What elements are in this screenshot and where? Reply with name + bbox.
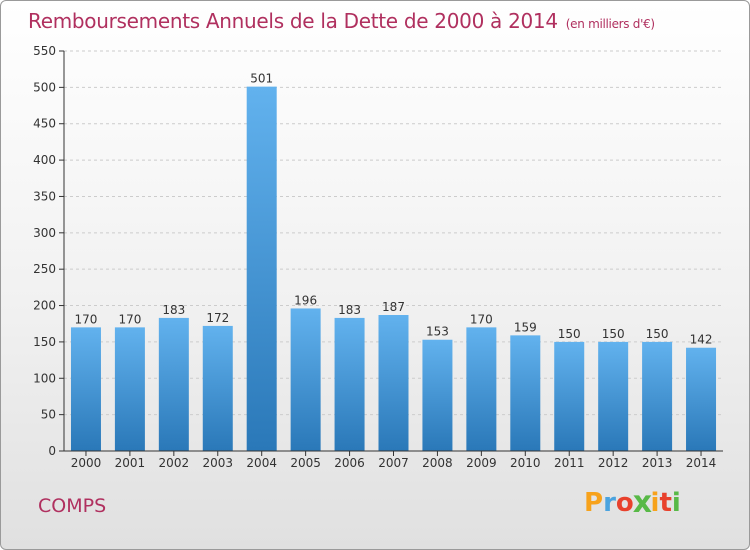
bar-2013: [642, 341, 673, 451]
x-tick-label: 2001: [115, 456, 146, 470]
data-label: 142: [690, 333, 713, 347]
bar-2004: [246, 86, 277, 452]
data-label: 501: [250, 72, 273, 86]
commune-name: COMPS: [38, 495, 107, 517]
axes: 0 50 100 150 200 250 300 350 400 450 500 550 2000 200…: [33, 44, 723, 470]
y-tick-label: 250: [33, 262, 56, 276]
chart-title-text: Remboursements Annuels de la Dette de 20…: [28, 9, 558, 33]
x-tick-label: 2014: [686, 456, 717, 470]
y-tick-label: 400: [33, 153, 56, 167]
x-tick-label: 2012: [598, 456, 629, 470]
x-tick-label: 2007: [378, 456, 409, 470]
bar-2010: [510, 335, 541, 451]
data-label: 170: [75, 312, 98, 326]
data-label: 170: [470, 312, 493, 326]
bar-2001: [114, 327, 145, 451]
data-label: 183: [162, 303, 185, 317]
x-tick-label: 2006: [334, 456, 365, 470]
chart-subtitle: (en milliers d'€): [565, 17, 655, 31]
x-tick-label: 2009: [466, 456, 497, 470]
bar-2003: [202, 325, 233, 451]
bar-2005: [290, 308, 321, 451]
logo-letter: t: [659, 488, 672, 518]
bar-2006: [334, 317, 365, 451]
bar-2007: [378, 315, 409, 451]
bar-2009: [466, 327, 497, 451]
bars: [70, 86, 717, 452]
logo-letter: i: [671, 488, 681, 518]
x-tick-label: 2002: [159, 456, 190, 470]
x-tick-label: 2008: [422, 456, 453, 470]
x-tick-label: 2000: [71, 456, 102, 470]
data-label: 150: [602, 327, 625, 341]
x-tick-label: 2004: [246, 456, 277, 470]
data-label: 172: [206, 311, 229, 325]
y-tick-label: 300: [33, 226, 56, 240]
y-tick-label: 200: [33, 299, 56, 313]
y-tick-label: 350: [33, 189, 56, 203]
logo-letter: o: [615, 488, 634, 518]
bar-2012: [598, 341, 629, 451]
chart-title: Remboursements Annuels de la Dette de 20…: [28, 9, 655, 33]
data-label: 170: [118, 312, 141, 326]
bar-2000: [70, 327, 101, 451]
data-label: 187: [382, 300, 405, 314]
data-label: 183: [338, 303, 361, 317]
x-tick-label: 2005: [290, 456, 321, 470]
bar-2011: [554, 341, 585, 451]
bar-2014: [686, 347, 717, 451]
data-label: 159: [514, 320, 537, 334]
y-tick-label: 100: [33, 371, 56, 385]
x-tick-label: 2010: [510, 456, 541, 470]
logo-letter: x: [632, 485, 652, 521]
data-label: 150: [558, 327, 581, 341]
y-tick-label: 0: [48, 444, 56, 458]
x-tick-label: 2013: [642, 456, 673, 470]
y-tick-label: 550: [33, 44, 56, 58]
logo-letter: r: [603, 488, 616, 518]
logo-letter: i: [650, 488, 660, 518]
y-tick-label: 450: [33, 117, 56, 131]
bar-2002: [158, 317, 189, 451]
logo-letter: P: [584, 488, 604, 518]
data-labels: 170 170 183 172 501 196 183 187 153 170 159 150 150 1…: [75, 72, 713, 347]
x-tick-label: 2003: [202, 456, 233, 470]
y-tick-label: 500: [33, 80, 56, 94]
data-label: 153: [426, 325, 449, 339]
proxiti-logo: Proxiti: [584, 485, 681, 521]
data-label: 150: [646, 327, 669, 341]
data-label: 196: [294, 293, 317, 307]
y-tick-label: 50: [41, 408, 56, 422]
x-tick-label: 2011: [554, 456, 585, 470]
y-tick-label: 150: [33, 335, 56, 349]
bar-2008: [422, 339, 453, 451]
